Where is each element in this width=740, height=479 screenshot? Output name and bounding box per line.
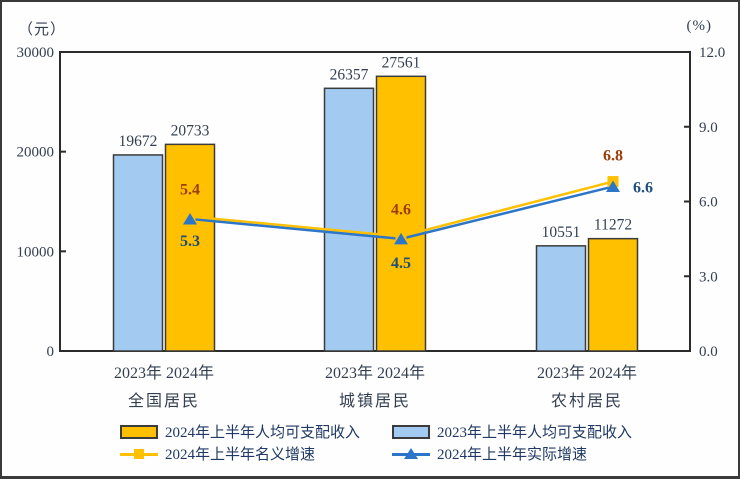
triangle-marker-icon [404,447,418,459]
left-axis-tick-label: 0 [47,344,55,360]
category-label: 全国居民 [128,392,200,410]
chart-legend: 2024年上半年人均可支配收入 2023年上半年人均可支配收入 2024年上半年… [120,422,632,466]
legend-swatch-2024-income [120,424,158,439]
legend-item-real-growth: 2024年上半年实际增速 [392,444,587,463]
left-axis-tick-label: 10000 [17,244,55,260]
bar-2024-group2 [587,237,639,352]
year-label-2023: 2023年 [537,364,585,382]
bar-2023-group0 [112,154,164,352]
category-label: 农村居民 [551,392,623,410]
bar-2023-group1 [323,87,375,352]
left-axis-tick-label: 30000 [17,45,55,61]
category-label: 城镇居民 [339,392,411,410]
legend-swatch-2023-income [392,424,430,439]
legend-row: 2024年上半年人均可支配收入 2023年上半年人均可支配收入 [120,422,632,441]
triangle-marker-icon [606,180,620,193]
legend-row: 2024年上半年名义增速 2024年上半年实际增速 [120,444,632,463]
bar-value-label: 10551 [542,224,581,241]
legend-label: 2024年上半年实际增速 [437,447,588,463]
year-label-2024: 2024年 [166,364,214,382]
left-axis-unit: （元） [18,22,67,38]
right-axis-tick-label: 6.0 [699,195,718,211]
bar-2024-group1 [375,75,427,352]
bar-value-label: 19672 [119,133,158,150]
bar-value-label: 20733 [171,122,210,139]
right-axis-tick-label: 0.0 [699,344,718,360]
bar-2023-group2 [535,245,587,352]
square-marker-icon [134,448,144,459]
legend-item-nominal-growth: 2024年上半年名义增速 [120,444,392,463]
bar-value-label: 27561 [382,54,421,71]
legend-label: 2024年上半年人均可支配收入 [165,425,361,441]
year-label-2024: 2024年 [589,364,637,382]
right-axis-tick-label: 12.0 [699,45,725,61]
bar-2024-group0 [164,143,216,352]
legend-swatch-real-growth [392,447,430,461]
legend-swatch-nominal-growth [120,447,158,461]
bar-value-label: 26357 [330,66,369,83]
growth-value-label: 5.4 [180,181,200,198]
growth-value-label: 5.3 [180,233,200,250]
left-axis-tick-label: 20000 [17,145,55,161]
right-axis-tick-label: 9.0 [699,120,718,136]
year-label-2023: 2023年 [114,364,162,382]
legend-label: 2023年上半年人均可支配收入 [437,425,633,441]
growth-value-label: 4.6 [391,201,411,218]
growth-value-label: 6.6 [633,180,653,197]
right-axis-unit: (%) [686,18,712,34]
year-label-2024: 2024年 [377,364,425,382]
bar-value-label: 11272 [594,217,632,234]
right-axis-tick-label: 3.0 [699,269,718,285]
growth-value-label: 4.5 [391,255,411,272]
legend-item-income-2024: 2024年上半年人均可支配收入 [120,422,392,441]
triangle-marker-icon [394,232,408,245]
triangle-marker-icon [183,212,197,225]
year-label-2023: 2023年 [325,364,373,382]
legend-item-income-2023: 2023年上半年人均可支配收入 [392,422,632,441]
growth-value-label: 6.8 [603,148,623,165]
legend-label: 2024年上半年名义增速 [165,447,316,463]
